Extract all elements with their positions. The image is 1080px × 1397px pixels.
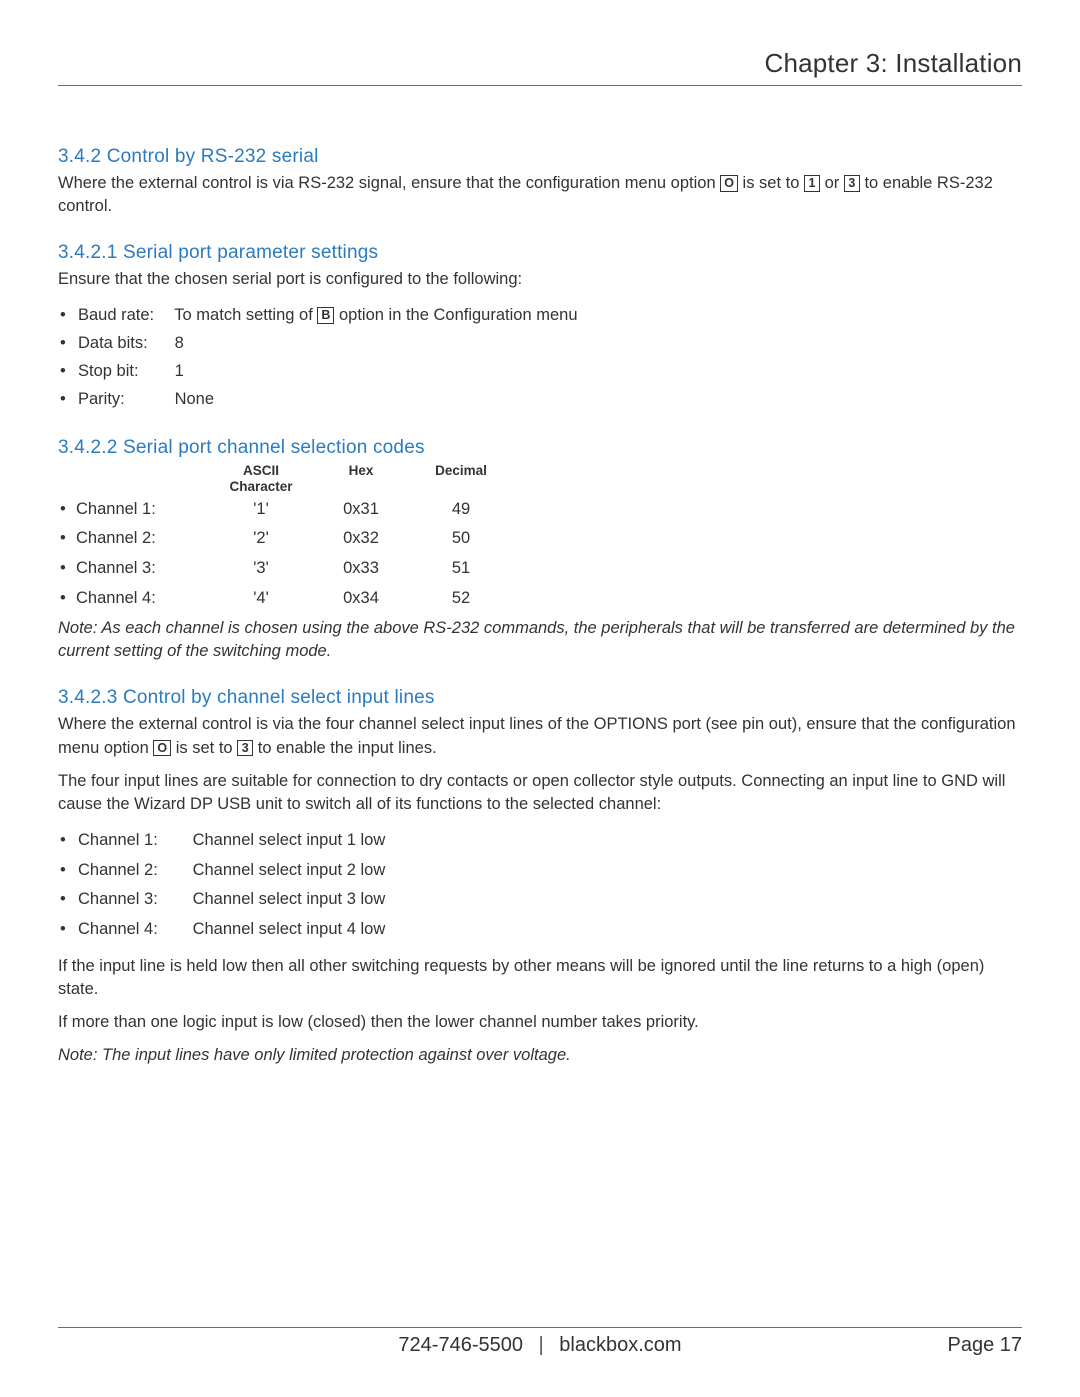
param-value: 8	[175, 334, 184, 352]
channel-label: Channel 4:	[78, 915, 188, 945]
table-row: Channel 2: '2' 0x32 50	[58, 524, 1022, 554]
key-option-O: O	[153, 740, 171, 757]
chapter-header: Chapter 3: Installation	[58, 48, 1022, 86]
cell-ascii: '1'	[216, 495, 306, 525]
section-heading: 3.4.2.3 Control by channel select input …	[58, 687, 1022, 709]
channel-label: Channel 2:	[78, 856, 188, 886]
text: is set to	[743, 174, 804, 192]
param-value: None	[175, 390, 214, 408]
param-label: Baud rate:	[78, 301, 170, 329]
text: to enable the input lines.	[258, 739, 437, 757]
text: low	[356, 831, 385, 849]
table-row: Channel 4: '4' 0x34 52	[58, 584, 1022, 614]
key-1: 1	[804, 175, 820, 192]
cell-channel: Channel 4:	[58, 584, 216, 614]
param-label: Parity:	[78, 385, 170, 413]
section-heading: 3.4.2.2 Serial port channel selection co…	[58, 437, 1022, 459]
table-row: Channel 1: '1' 0x31 49	[58, 495, 1022, 525]
list-item: Channel 4: Channel select input 4 low	[58, 915, 1022, 945]
list-item: Parity: None	[58, 385, 1022, 413]
list-item: Channel 3: Channel select input 3 low	[58, 885, 1022, 915]
text: Channel select input	[193, 920, 347, 938]
text: Where the external control is via RS-232…	[58, 174, 720, 192]
cell-decimal: 50	[416, 524, 506, 554]
list-item: Stop bit: 1	[58, 357, 1022, 385]
cell-channel: Channel 2:	[58, 524, 216, 554]
text: Channel select input	[193, 861, 347, 879]
key-3: 3	[237, 740, 253, 757]
column-header: Hex	[306, 463, 416, 494]
cell-hex: 0x31	[306, 495, 416, 525]
param-value: 1	[175, 362, 184, 380]
list-item: Channel 2: Channel select input 2 low	[58, 856, 1022, 886]
list-item: Channel 1: Channel select input 1 low	[58, 826, 1022, 856]
text: To match setting of	[174, 306, 317, 324]
paragraph: Where the external control is via the fo…	[58, 713, 1022, 759]
cell-ascii: '4'	[216, 584, 306, 614]
channel-label: Channel 3:	[78, 885, 188, 915]
table-row: Channel 3: '3' 0x33 51	[58, 554, 1022, 584]
note-paragraph: Note: As each channel is chosen using th…	[58, 617, 1022, 663]
column-header: ASCII	[243, 463, 279, 478]
key-3: 3	[844, 175, 860, 192]
cell-decimal: 49	[416, 495, 506, 525]
bold-num: 3	[347, 890, 356, 908]
list-item: Data bits: 8	[58, 329, 1022, 357]
column-header: Decimal	[416, 463, 506, 494]
page-number: Page 17	[947, 1334, 1022, 1357]
footer-site: blackbox.com	[559, 1334, 681, 1356]
cell-channel: Channel 1:	[58, 495, 216, 525]
text: Channel select input	[193, 890, 347, 908]
paragraph: If the input line is held low then all o…	[58, 955, 1022, 1001]
paragraph: Where the external control is via RS-232…	[58, 172, 1022, 218]
text: low	[356, 920, 385, 938]
channel-codes-table: ASCII Character Hex Decimal Channel 1: '…	[58, 463, 1022, 613]
page-footer: 724-746-5500 | blackbox.com Page 17	[58, 1327, 1022, 1357]
key-B: B	[317, 307, 334, 324]
channel-lines-list: Channel 1: Channel select input 1 low Ch…	[58, 826, 1022, 945]
paragraph: If more than one logic input is low (clo…	[58, 1011, 1022, 1034]
cell-hex: 0x33	[306, 554, 416, 584]
table-header: ASCII Character Hex Decimal	[58, 463, 1022, 494]
text: Channel select input	[193, 831, 347, 849]
column-header: Character	[229, 479, 292, 494]
text: low	[356, 890, 385, 908]
cell-ascii: '2'	[216, 524, 306, 554]
cell-decimal: 51	[416, 554, 506, 584]
cell-hex: 0x34	[306, 584, 416, 614]
note-paragraph: Note: The input lines have only limited …	[58, 1044, 1022, 1067]
section-heading: 3.4.2 Control by RS-232 serial	[58, 146, 1022, 168]
text: or	[825, 174, 844, 192]
channel-label: Channel 1:	[78, 826, 188, 856]
paragraph: The four input lines are suitable for co…	[58, 770, 1022, 816]
cell-ascii: '3'	[216, 554, 306, 584]
bold-num: 4	[347, 920, 356, 938]
bold-num: 2	[347, 861, 356, 879]
cell-decimal: 52	[416, 584, 506, 614]
param-label: Stop bit:	[78, 357, 170, 385]
text: low	[356, 861, 385, 879]
cell-channel: Channel 3:	[58, 554, 216, 584]
serial-params-list: Baud rate: To match setting of B option …	[58, 301, 1022, 413]
key-option-O: O	[720, 175, 738, 192]
separator-icon: |	[539, 1334, 544, 1357]
bold-num: 1	[347, 831, 356, 849]
section-heading: 3.4.2.1 Serial port parameter settings	[58, 242, 1022, 264]
text: option in the Configuration menu	[339, 306, 578, 324]
paragraph: Ensure that the chosen serial port is co…	[58, 268, 1022, 291]
footer-phone: 724-746-5500	[398, 1334, 523, 1356]
cell-hex: 0x32	[306, 524, 416, 554]
text: is set to	[176, 739, 237, 757]
list-item: Baud rate: To match setting of B option …	[58, 301, 1022, 329]
param-label: Data bits:	[78, 329, 170, 357]
